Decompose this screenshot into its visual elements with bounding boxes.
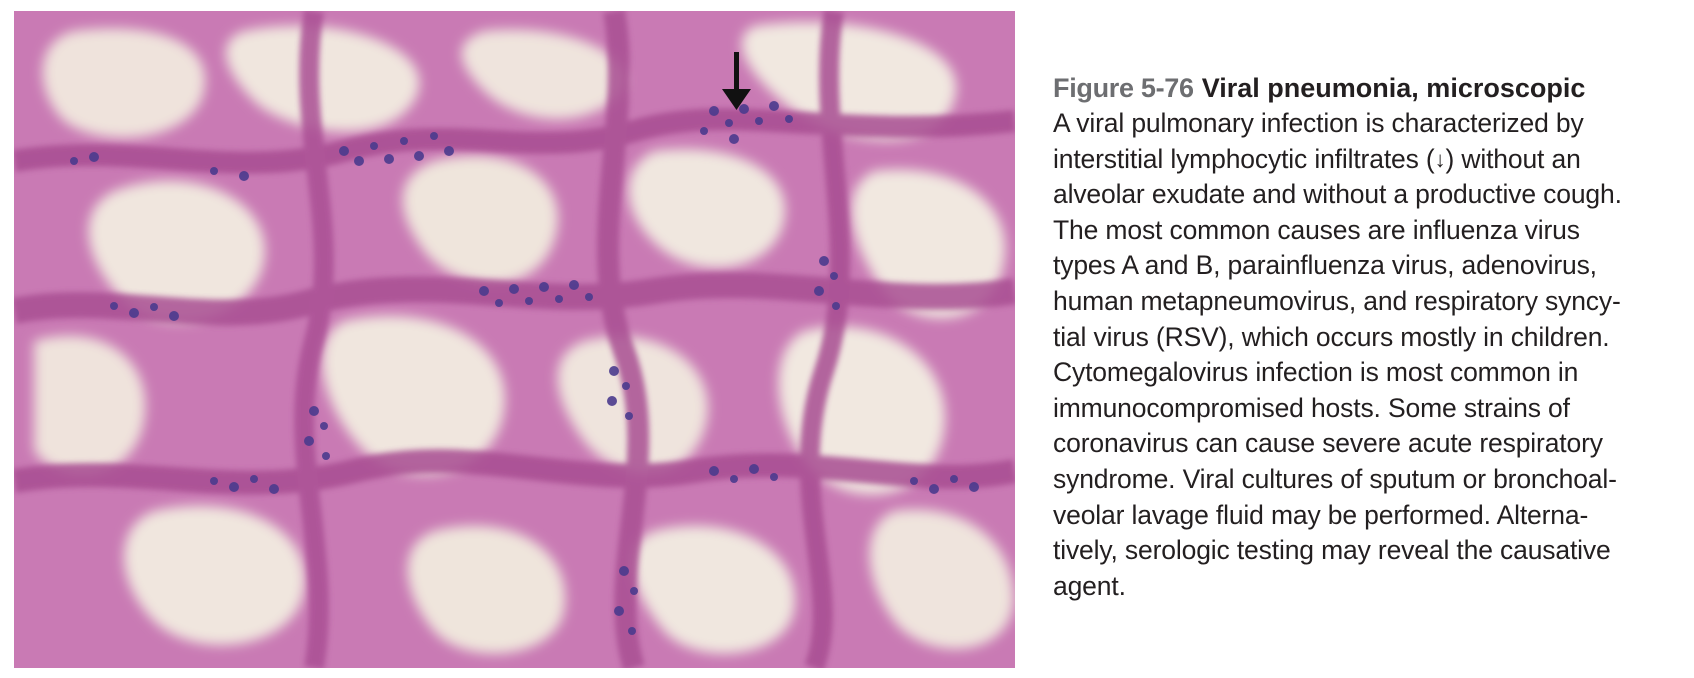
caption-line: A viral pulmonary infection is character… bbox=[1053, 108, 1584, 138]
caption-line: tial virus (RSV), which occurs mostly in… bbox=[1053, 321, 1610, 352]
micrograph-image bbox=[14, 11, 1015, 668]
figure-caption: Figure 5-76 Viral pneumonia, microscopic … bbox=[1053, 70, 1685, 604]
caption-line: syndrome. Viral cultures of sputum or br… bbox=[1053, 463, 1617, 494]
caption-line: immunocompromised hosts. Some strains of bbox=[1053, 392, 1570, 423]
interstitial-septa bbox=[14, 11, 1015, 668]
lymphocyte-nuclei bbox=[70, 101, 979, 635]
caption-heading: Figure 5-76 Viral pneumonia, microscopic bbox=[1053, 70, 1685, 106]
caption-line: types A and B, parainfluenza virus, aden… bbox=[1053, 250, 1597, 281]
caption-line: veolar lavage fluid may be performed. Al… bbox=[1053, 499, 1589, 530]
caption-line: interstitial lymphocytic infiltrates (↓)… bbox=[1053, 142, 1685, 178]
caption-line: coronavirus can cause severe acute respi… bbox=[1053, 428, 1603, 459]
micrograph-svg bbox=[14, 11, 1015, 668]
caption-line: agent. bbox=[1053, 570, 1126, 601]
down-arrow-icon: ↓ bbox=[1434, 146, 1446, 172]
caption-line: Cytomegalovirus infection is most common… bbox=[1053, 357, 1579, 388]
caption-line-part: ) without an bbox=[1445, 143, 1581, 174]
figure-title: Viral pneumonia, microscopic bbox=[1201, 73, 1586, 103]
caption-line: The most common causes are influenza vir… bbox=[1053, 214, 1580, 245]
figure-number: Figure 5-76 bbox=[1053, 73, 1194, 103]
caption-line-part: interstitial lymphocytic infiltrates ( bbox=[1053, 143, 1435, 174]
caption-line: tively, serologic testing may reveal the… bbox=[1053, 535, 1611, 566]
caption-line: human metapneumovirus, and respiratory s… bbox=[1053, 285, 1621, 316]
arrow-marker bbox=[722, 52, 751, 110]
caption-line: alveolar exudate and without a productiv… bbox=[1053, 179, 1622, 210]
